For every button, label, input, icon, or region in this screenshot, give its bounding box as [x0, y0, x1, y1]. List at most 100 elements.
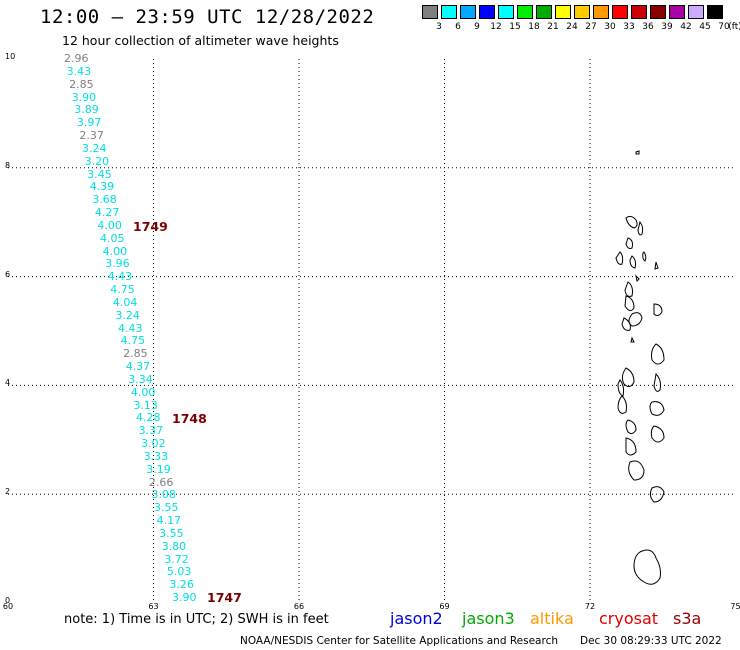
longitude-tick-label: 63 — [148, 602, 159, 611]
legend-label: 21 — [547, 22, 559, 32]
wave-height-value: 4.39 — [89, 180, 115, 194]
legend-swatch — [536, 5, 552, 19]
legend-swatch — [517, 5, 533, 19]
wave-height-value: 3.34 — [128, 372, 153, 386]
legend-label: 18 — [528, 22, 540, 32]
map-title: 12:00 – 23:59 UTC 12/28/2022 — [40, 6, 375, 28]
island — [649, 486, 665, 503]
wave-height-value: 3.89 — [74, 103, 99, 117]
wave-height-value: 5.03 — [166, 565, 192, 579]
legend-swatch — [631, 5, 647, 19]
wave-height-value: 4.04 — [112, 295, 138, 309]
maldives-coastline — [615, 150, 665, 585]
island — [629, 255, 637, 269]
wave-height-value: 3.55 — [159, 526, 184, 540]
island — [624, 295, 635, 312]
time-label: 1748 — [172, 411, 207, 426]
legend-swatch — [612, 5, 628, 19]
latitude-tick-label: 8 — [5, 160, 11, 170]
longitude-tick-label: 66 — [293, 602, 305, 611]
wave-height-value: 3.72 — [164, 552, 189, 566]
timestamp-text: Dec 30 08:29:33 UTC 2022 — [580, 635, 722, 647]
legend-unit: (ft) — [728, 22, 740, 32]
wave-height-value: 3.90 — [71, 90, 97, 104]
wave-height-value: 3.24 — [115, 308, 140, 322]
legend-swatch — [593, 5, 609, 19]
time-label: 1749 — [133, 219, 168, 234]
wave-height-value: 4.37 — [125, 360, 151, 373]
legend-swatch — [441, 5, 457, 19]
mission-s3a: s3a — [673, 609, 702, 628]
island — [617, 395, 627, 414]
legend-label: 6 — [455, 22, 461, 32]
latitude-tick-label: 6 — [5, 269, 11, 279]
wave-height-value: 2.96 — [64, 52, 89, 65]
island — [653, 303, 663, 317]
wave-height-value: 4.28 — [136, 411, 161, 425]
legend-label: 30 — [604, 22, 616, 32]
time-label: 1747 — [207, 590, 242, 605]
mission-altika: altika — [530, 609, 574, 628]
longitude-tick-label: 75 — [730, 602, 740, 611]
wave-height-value: 3.24 — [82, 141, 107, 155]
legend-swatch — [707, 5, 723, 19]
island — [624, 281, 633, 297]
wave-height-value: 2.66 — [148, 475, 174, 489]
island — [649, 401, 665, 416]
mission-cryosat: cryosat — [599, 609, 659, 628]
legend-swatch — [498, 5, 514, 19]
legend-swatch — [479, 5, 495, 19]
island — [642, 251, 647, 262]
wave-height-value: 4.05 — [100, 231, 125, 245]
legend-label: 45 — [699, 22, 711, 32]
island — [637, 220, 644, 236]
wave-height-value: 3.55 — [154, 501, 179, 515]
legend-swatch — [574, 5, 590, 19]
wave-height-value: 3.19 — [146, 462, 171, 476]
island — [630, 336, 635, 343]
note-text: note: 1) Time is in UTC; 2) SWH is in fe… — [64, 612, 329, 627]
island — [654, 261, 659, 270]
wave-height-value: 3.68 — [92, 193, 117, 207]
island — [628, 312, 643, 327]
wave-height-value: 3.02 — [141, 437, 166, 450]
legend-label: 27 — [585, 22, 597, 32]
wave-height-value: 3.26 — [169, 578, 194, 592]
legend-label: 39 — [661, 22, 673, 32]
wave-height-value: 4.43 — [107, 270, 133, 284]
island — [625, 419, 637, 435]
island — [621, 367, 635, 388]
latitude-tick-label: 10 — [5, 52, 16, 61]
island — [625, 237, 633, 249]
legend-label: 36 — [642, 22, 654, 32]
latitude-tick-label: 0 — [5, 596, 11, 605]
legend-label: 33 — [623, 22, 635, 32]
mission-jason3: jason3 — [462, 609, 515, 628]
legend-label: 70 — [718, 22, 730, 32]
legend-label: 3 — [436, 22, 442, 32]
legend-swatch — [460, 5, 476, 19]
wave-height-value: 2.85 — [123, 347, 148, 361]
wave-height-value: 3.80 — [161, 539, 187, 553]
island — [633, 549, 661, 585]
legend-swatch — [555, 5, 571, 19]
wave-height-value: 4.17 — [156, 514, 182, 527]
wave-height-value: 3.37 — [138, 424, 164, 438]
longitude-tick-label: 69 — [439, 602, 450, 611]
wave-height-value: 4.00 — [97, 218, 122, 232]
island — [625, 215, 638, 229]
legend-swatch — [669, 5, 685, 19]
legend-swatch — [688, 5, 704, 19]
wave-height-value: 3.20 — [84, 154, 110, 168]
island — [628, 460, 645, 481]
wave-height-value: 3.90 — [172, 591, 197, 604]
wave-height-value: 3.97 — [76, 116, 102, 130]
latitude-tick-label: 2 — [5, 487, 11, 497]
longitude-tick-label: 60 — [2, 602, 14, 611]
wave-height-value: 3.33 — [143, 449, 169, 463]
wave-height-value: 4.43 — [118, 321, 143, 335]
island — [625, 437, 637, 456]
island — [653, 372, 661, 392]
wave-height-value: 4.00 — [130, 385, 156, 399]
wave-height-value: 3.45 — [87, 167, 112, 181]
